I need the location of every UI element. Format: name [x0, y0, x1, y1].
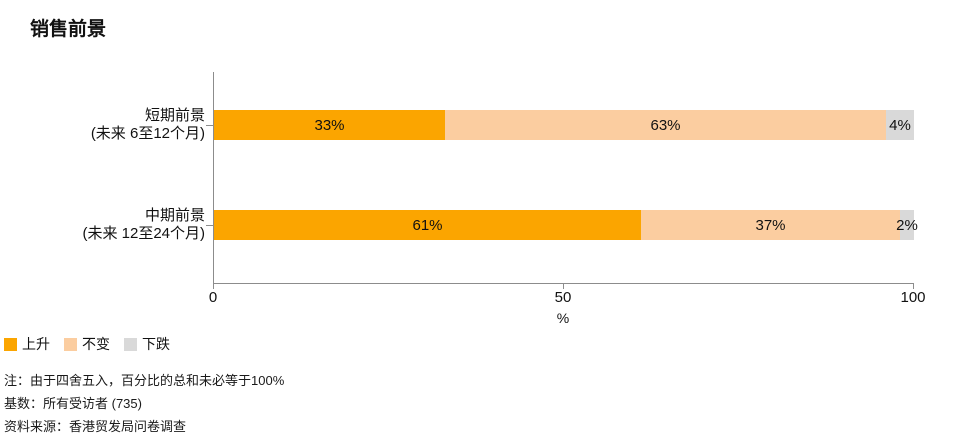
bar-segment-value: 33%: [314, 116, 345, 134]
footnotes: 注：由于四舍五入，百分比的总和未必等于100% 基数：所有受访者 (735) 资…: [4, 369, 284, 438]
x-tick-50: [563, 284, 564, 289]
legend-label: 不变: [82, 336, 110, 352]
y-tick-mid-term: [206, 225, 213, 226]
x-tick-0: [213, 284, 214, 289]
legend-item-fall: 下跌: [124, 334, 170, 354]
footnote-rounding: 注：由于四舍五入，百分比的总和未必等于100%: [4, 373, 285, 388]
x-tick-label-100: 100: [900, 289, 926, 306]
chart-title: 销售前景: [30, 19, 107, 40]
bar-segment-rise: 61%: [214, 210, 641, 240]
bar-segment-rise: 33%: [214, 110, 445, 140]
bar-segment-unchanged: 63%: [445, 110, 886, 140]
legend-item-unchanged: 不变: [64, 334, 110, 354]
x-tick-label-50: 50: [554, 289, 572, 306]
y-tick-short-term: [206, 125, 213, 126]
bar-segment-fall: 4%: [886, 110, 914, 140]
category-line1: 短期前景: [144, 107, 205, 124]
legend-swatch-unchanged: [64, 337, 77, 351]
legend-label: 下跌: [142, 336, 170, 352]
bar-mid-term: 61% 37% 2%: [214, 210, 918, 240]
bar-segment-value: 63%: [650, 116, 681, 134]
x-tick-label-0: 0: [208, 289, 218, 306]
x-axis-line: [213, 283, 914, 284]
category-line1: 中期前景: [144, 207, 205, 224]
legend: 上升 不变 下跌: [4, 334, 170, 354]
legend-item-rise: 上升: [4, 334, 50, 354]
bar-segment-value: 61%: [412, 216, 443, 234]
x-tick-100: [913, 284, 914, 289]
bar-category-label-short-term: 短期前景 (未来 6至12个月): [20, 107, 205, 143]
category-line2: (未来 12至24个月): [82, 225, 205, 242]
legend-swatch-fall: [124, 337, 137, 351]
x-axis-title: %: [556, 310, 570, 326]
footnote-source: 资料来源：香港贸发局问卷调查: [4, 419, 187, 434]
bar-segment-value: 37%: [755, 216, 786, 234]
legend-swatch-rise: [4, 337, 17, 351]
legend-label: 上升: [22, 336, 50, 352]
bar-segment-value: 4%: [889, 116, 911, 134]
bar-segment-value: 2%: [896, 216, 918, 234]
bar-segment-fall: 2%: [896, 210, 918, 240]
y-axis-line: [213, 72, 214, 284]
footnote-base: 基数：所有受访者 (735): [4, 396, 142, 411]
bar-short-term: 33% 63% 4%: [214, 110, 914, 140]
bar-category-label-mid-term: 中期前景 (未来 12至24个月): [20, 207, 205, 243]
category-line2: (未来 6至12个月): [90, 125, 205, 142]
bar-segment-unchanged: 37%: [641, 210, 900, 240]
